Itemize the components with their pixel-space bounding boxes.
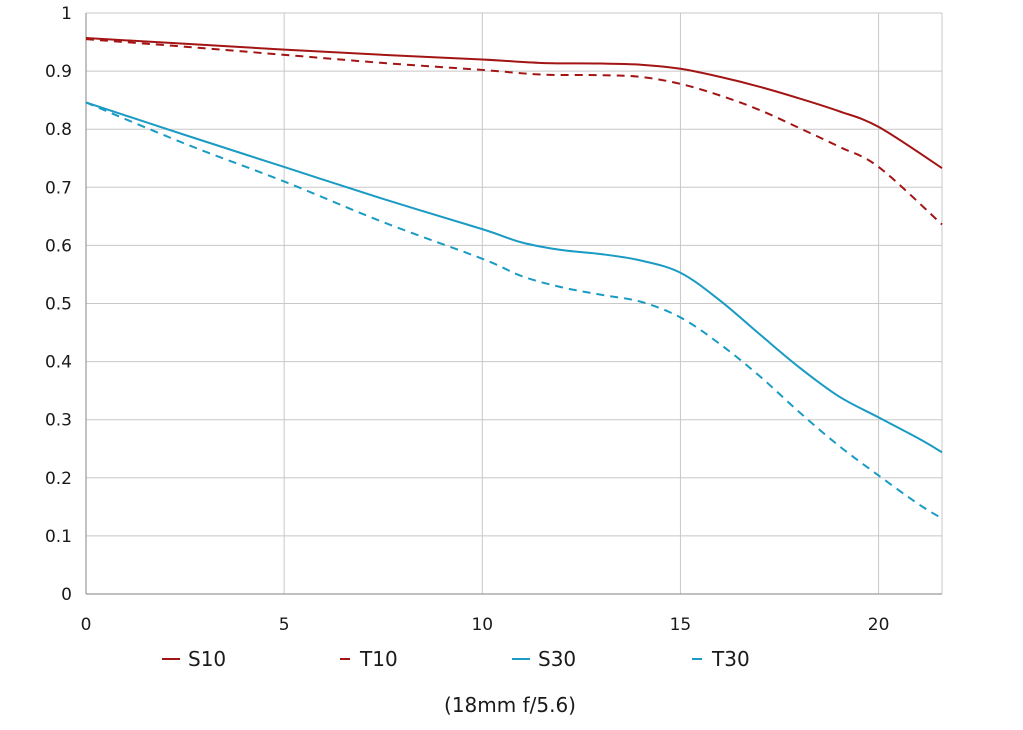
legend-label-s30: S30 <box>538 647 576 671</box>
x-tick-label: 0 <box>81 615 92 635</box>
series-line-s10 <box>85 36 943 169</box>
y-tick-label: 0.9 <box>45 62 72 82</box>
series-lines <box>85 36 943 520</box>
legend-label-t30: T30 <box>711 647 750 671</box>
y-tick-label: 0.8 <box>45 120 72 140</box>
y-tick-label: 0 <box>61 585 72 605</box>
x-tick-labels: 0 5 10 15 20 <box>81 615 890 635</box>
x-tick-label: 10 <box>471 615 493 635</box>
y-tick-label: 0.5 <box>45 295 72 315</box>
legend: S10 T10 S30 T30 <box>162 647 750 671</box>
y-tick-label: 0.4 <box>45 353 72 373</box>
series-line-t30 <box>85 101 943 520</box>
x-tick-label: 20 <box>868 615 890 635</box>
x-tick-label: 5 <box>279 615 290 635</box>
y-tick-label: 1 <box>61 4 72 24</box>
series-line-s30 <box>85 101 943 454</box>
y-tick-labels: 0 0.1 0.2 0.3 0.4 0.5 0.6 0.7 0.8 0.9 1 <box>45 4 72 605</box>
legend-label-s10: S10 <box>188 647 226 671</box>
series-line-t10 <box>85 38 943 226</box>
y-tick-label: 0.6 <box>45 236 72 256</box>
y-tick-label: 0.1 <box>45 527 72 547</box>
y-tick-label: 0.7 <box>45 178 72 198</box>
grid-lines <box>85 12 943 595</box>
legend-label-t10: T10 <box>359 647 398 671</box>
x-tick-label: 15 <box>670 615 692 635</box>
chart-caption: (18mm f/5.6) <box>444 693 576 717</box>
y-tick-label: 0.3 <box>45 411 72 431</box>
y-tick-label: 0.2 <box>45 469 72 489</box>
